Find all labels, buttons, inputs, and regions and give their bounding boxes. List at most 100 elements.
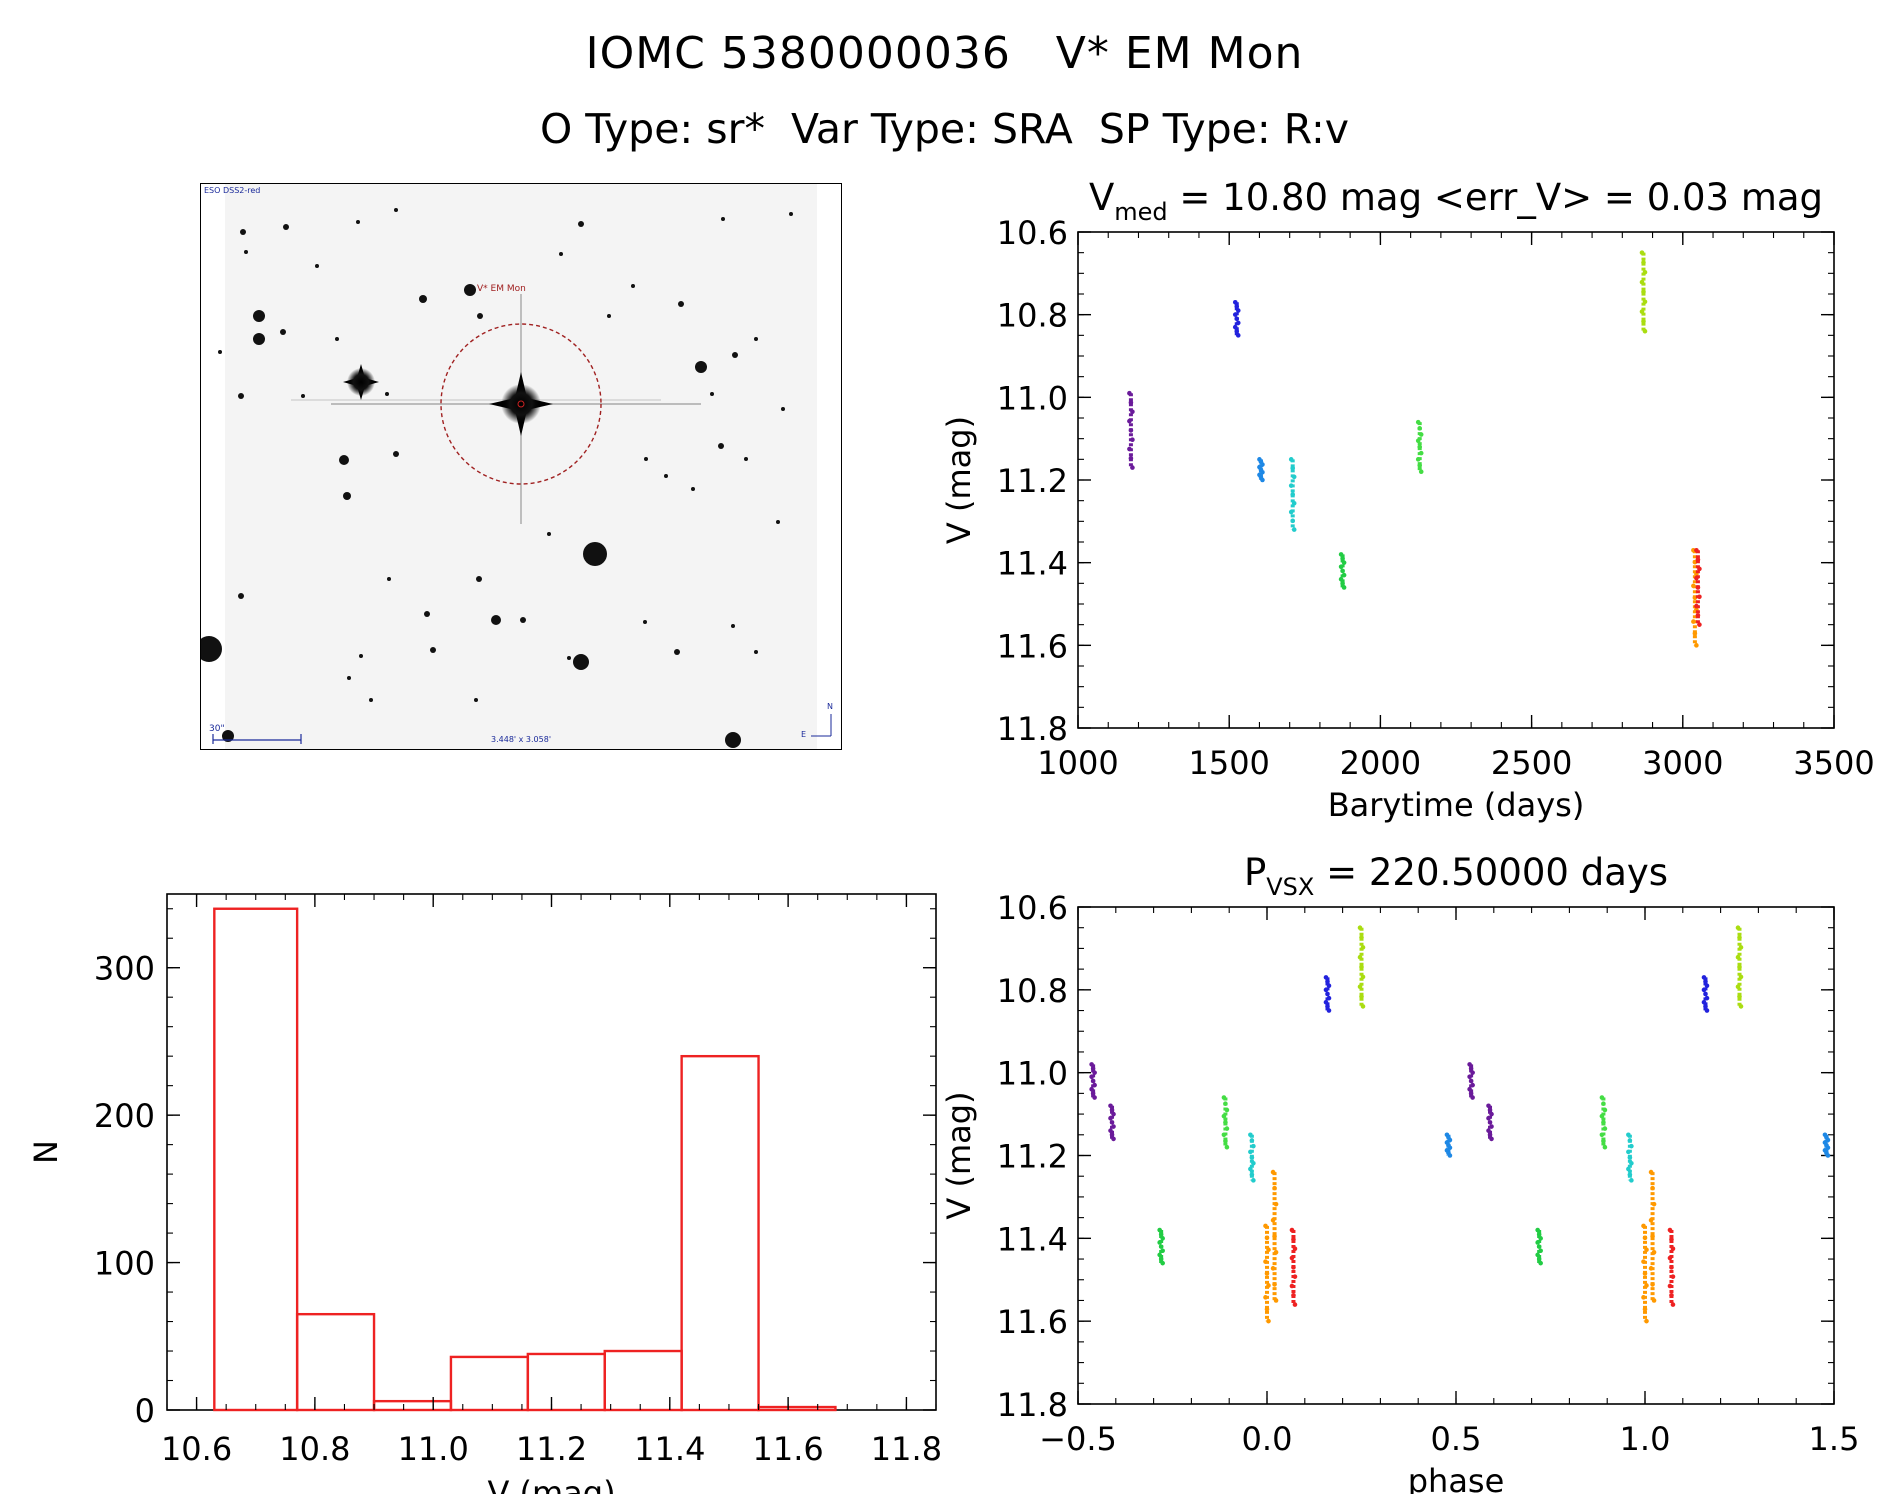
point-group [1157, 1227, 1165, 1266]
field-star [343, 492, 351, 500]
x-tick-label: 11.8 [871, 1430, 942, 1468]
y-tick-label: 10.8 [997, 297, 1068, 335]
field-star [244, 250, 248, 254]
x-axis-label: V (mag) [487, 1474, 615, 1494]
point-group [1735, 925, 1744, 1009]
data-point [1224, 1144, 1230, 1150]
field-star [559, 252, 563, 256]
field-star [474, 698, 478, 702]
field-star [315, 264, 319, 268]
data-point [1602, 1144, 1608, 1150]
field-star [359, 654, 363, 658]
point-group [1257, 457, 1265, 483]
point-group [1232, 299, 1241, 338]
field-star [222, 730, 234, 742]
field-star [424, 611, 430, 617]
point-group [1648, 1169, 1657, 1303]
data-point [1697, 622, 1702, 627]
field-star [644, 457, 648, 461]
north-label: N [827, 702, 833, 711]
point-group [1415, 419, 1424, 475]
field-star [754, 337, 758, 341]
field-star [464, 284, 476, 296]
field-star [387, 577, 391, 581]
y-tick-label: 11.8 [997, 710, 1068, 748]
title-main: V [1089, 176, 1114, 219]
y-tick-label: 11.2 [997, 1138, 1068, 1176]
target-label: V* EM Mon [477, 284, 526, 294]
field-star [776, 520, 780, 524]
phased-light-curve-panel: PVSX = 220.50000 days −0.5 0.0 0.5 1.0 1.5 10.… [940, 851, 1859, 1494]
point-group [1626, 1132, 1634, 1183]
histogram-bar [295, 1312, 376, 1412]
field-star [476, 576, 482, 582]
field-star [347, 676, 351, 680]
field-star [744, 457, 748, 461]
field-star [731, 624, 735, 628]
y-tick-label: 200 [94, 1097, 155, 1135]
x-tick-label: 10.6 [161, 1430, 232, 1468]
y-tick-label: 10.6 [997, 889, 1068, 927]
field-star [240, 229, 246, 235]
figure-subtitle: O Type: sr* Var Type: SRA SP Type: R:v [539, 105, 1350, 153]
data-point [1418, 469, 1424, 475]
field-star [477, 313, 483, 319]
x-tick-label: 10.8 [279, 1430, 350, 1468]
point-group [1288, 457, 1297, 532]
field-star [674, 649, 680, 655]
point-group [1694, 547, 1702, 627]
star-field [201, 184, 841, 749]
field-star [369, 698, 373, 702]
field-star [385, 392, 389, 396]
field-star [430, 647, 436, 653]
point-group [1263, 1223, 1271, 1324]
x-tick-label: 0.5 [1431, 1420, 1482, 1458]
x-tick-label: 1.0 [1620, 1420, 1671, 1458]
field-star [339, 455, 349, 465]
point-group [1467, 1062, 1475, 1100]
y-tick-label: 11.0 [997, 379, 1068, 417]
field-star [567, 656, 571, 660]
point-group [1641, 1223, 1649, 1324]
plot-frame [1077, 231, 1835, 729]
y-tick-label: 0 [135, 1392, 155, 1430]
point-group [1338, 552, 1347, 590]
x-tick-label: 1.5 [1809, 1420, 1860, 1458]
field-star [607, 314, 611, 318]
x-axis-label: phase [1408, 1462, 1505, 1494]
title-rest: = 10.80 mag <err_V> = 0.03 mag [1168, 176, 1823, 219]
y-axis-label: V (mag) [940, 1091, 978, 1219]
field-star [218, 350, 222, 354]
y-tick-label: 11.4 [997, 545, 1068, 583]
field-star [238, 593, 244, 599]
fov-label: 3.448' x 3.058' [491, 735, 552, 744]
y-tick-label: 11.6 [997, 1303, 1068, 1341]
field-star [335, 337, 339, 341]
finder-chart-image: ESO DSS2-red V* EM Mon 30" 3.448' x 3.05… [200, 183, 842, 750]
x-axis-label: Barytime (days) [1328, 786, 1585, 824]
point-group [1486, 1103, 1494, 1142]
plot-frame [166, 893, 937, 1411]
field-star [393, 451, 399, 457]
field-star [691, 487, 695, 491]
data-point [1292, 1302, 1298, 1307]
point-group [1221, 1095, 1230, 1150]
field-star [356, 220, 360, 224]
field-star [253, 333, 265, 345]
y-tick-label: 11.4 [997, 1220, 1068, 1258]
data-point [1130, 465, 1135, 470]
field-star [631, 284, 635, 288]
chart-title: PVSX = 220.50000 days [1244, 851, 1668, 901]
title-subscript: med [1114, 198, 1167, 226]
x-tick-label: 2500 [1491, 744, 1572, 782]
y-tick-label: 11.2 [997, 462, 1068, 500]
y-tick-label: 10.6 [997, 214, 1068, 252]
histogram-bar [526, 1352, 606, 1412]
field-star [253, 310, 265, 322]
field-star [201, 636, 222, 662]
histogram-bar [757, 1405, 837, 1412]
field-star [789, 212, 793, 216]
field-star [643, 620, 647, 624]
